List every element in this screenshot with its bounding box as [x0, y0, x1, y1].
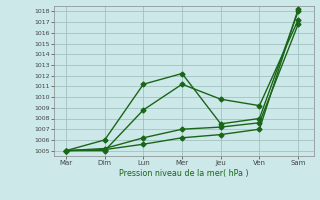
X-axis label: Pression niveau de la mer( hPa ): Pression niveau de la mer( hPa ) — [119, 169, 249, 178]
